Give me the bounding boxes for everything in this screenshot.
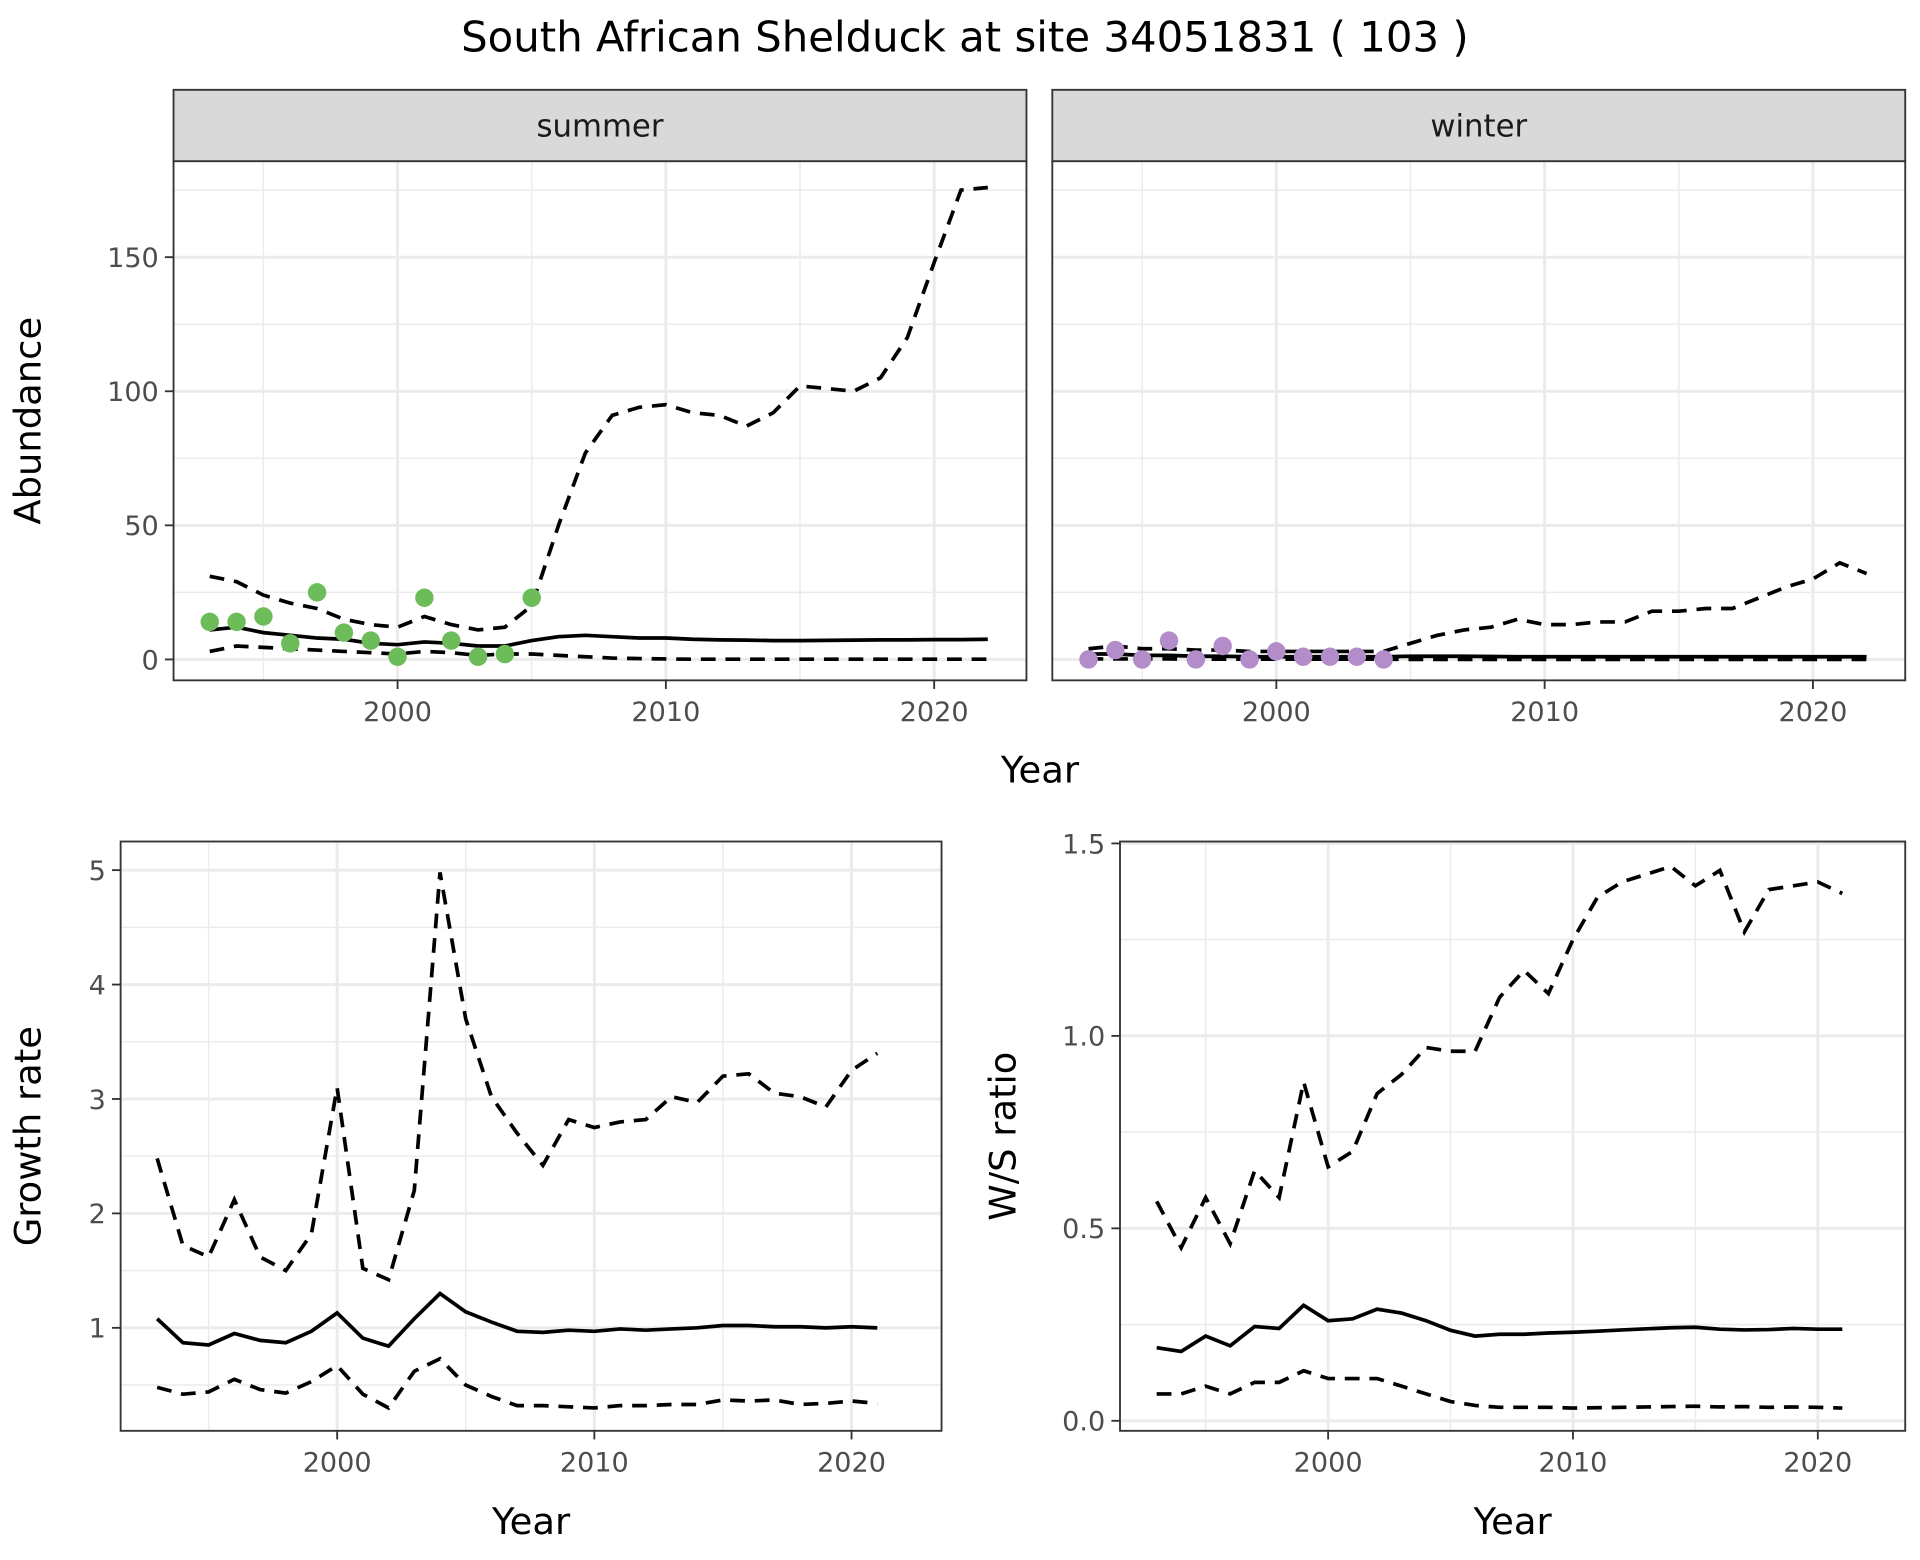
upper-bound-line — [209, 185, 988, 632]
data-point — [1106, 640, 1125, 660]
facet-strip — [1051, 88, 1907, 163]
x-axis-title: Year — [1473, 1500, 1553, 1543]
data-point — [1320, 647, 1340, 666]
panel-growth: 2000 2010 2020 1 2 3 4 5 Growth rate Year — [7, 840, 943, 1543]
facet-strip — [172, 88, 1028, 163]
facet-strip-label: winter — [1430, 109, 1527, 145]
y-tick-label: 3 — [89, 1085, 106, 1116]
data-point — [468, 647, 488, 666]
lower-bound-line — [209, 644, 988, 662]
panel-ratio: 2000 2010 2020 0.0 0.5 1.0 1.5 W/S ratio Year — [981, 829, 1907, 1543]
y-tick-label: 0.0 — [1062, 1407, 1105, 1438]
plot-background — [1052, 161, 1906, 681]
data-point — [1186, 650, 1206, 669]
figure-title: South African Shelduck at site 34051831 … — [461, 13, 1469, 62]
data-point — [1213, 636, 1232, 656]
mean-line — [1156, 1303, 1843, 1354]
panel-border — [119, 840, 943, 1432]
y-axis-title: Growth rate — [7, 1026, 50, 1246]
top-x-axis-title: Year — [1000, 748, 1080, 791]
y-tick-label: 50 — [124, 511, 158, 542]
x-axis-title: Year — [491, 1500, 571, 1543]
x-tick-label: 2010 — [631, 697, 700, 728]
facet-strip-label: summer — [536, 109, 663, 145]
x-tick-label: 2000 — [363, 697, 432, 728]
x-tick-label: 2020 — [1783, 1447, 1852, 1478]
data-point — [441, 631, 461, 650]
data-point — [1347, 647, 1367, 666]
y-tick-label: 5 — [89, 856, 106, 887]
x-tick-label: 2010 — [560, 1447, 629, 1478]
x-tick-label: 2000 — [303, 1447, 372, 1478]
x-tick-label: 2000 — [1242, 697, 1311, 728]
data-point — [495, 644, 515, 664]
data-point — [200, 612, 219, 632]
y-tick-label: 150 — [107, 243, 159, 274]
x-tick-label: 2010 — [1510, 697, 1579, 728]
panel-summer: summer 2000 2010 2020 0 50 100 150 Abundance — [7, 88, 1028, 728]
data-point — [1079, 650, 1098, 669]
data-point — [281, 634, 300, 653]
y-axis-title: W/S ratio — [981, 1052, 1024, 1221]
y-tick-label: 1.0 — [1062, 1022, 1105, 1053]
y-axis-title: Abundance — [7, 317, 50, 525]
data-point — [227, 612, 246, 632]
data-point — [361, 631, 380, 650]
mean-line — [155, 1291, 878, 1349]
data-point — [307, 583, 327, 602]
data-point — [1240, 650, 1259, 669]
plot-background — [120, 841, 942, 1431]
x-tick-label: 2010 — [1539, 1447, 1608, 1478]
panel-winter: winter 2000 2010 2020 — [1051, 88, 1907, 728]
x-tick-label: 2000 — [1294, 1447, 1363, 1478]
x-tick-label: 2020 — [817, 1447, 886, 1478]
y-tick-label: 0.5 — [1062, 1214, 1105, 1245]
x-tick-label: 2020 — [1778, 697, 1847, 728]
y-tick-label: 1.5 — [1062, 829, 1105, 860]
data-point — [334, 623, 354, 642]
data-point — [388, 647, 407, 666]
lower-bound-line — [1156, 1368, 1843, 1410]
data-point — [415, 588, 434, 607]
data-point — [1159, 631, 1179, 650]
x-tick-label: 2020 — [900, 697, 969, 728]
y-tick-label: 4 — [89, 970, 106, 1001]
y-tick-label: 100 — [107, 377, 159, 408]
data-point — [1267, 642, 1286, 661]
upper-bound-line — [155, 872, 879, 1283]
data-point — [254, 607, 273, 626]
data-point — [1293, 647, 1313, 666]
lower-bound-line — [156, 1356, 878, 1411]
plot-background — [173, 161, 1027, 681]
y-tick-label: 1 — [89, 1314, 106, 1345]
y-tick-label: 0 — [142, 645, 159, 676]
upper-bound-line — [1155, 864, 1844, 1252]
data-point — [522, 588, 541, 607]
panel-border — [1119, 840, 1907, 1432]
plot-background — [1120, 841, 1906, 1431]
y-tick-label: 2 — [89, 1199, 106, 1230]
data-point — [1132, 650, 1152, 669]
mean-line — [1088, 652, 1867, 659]
data-point — [1374, 650, 1393, 669]
